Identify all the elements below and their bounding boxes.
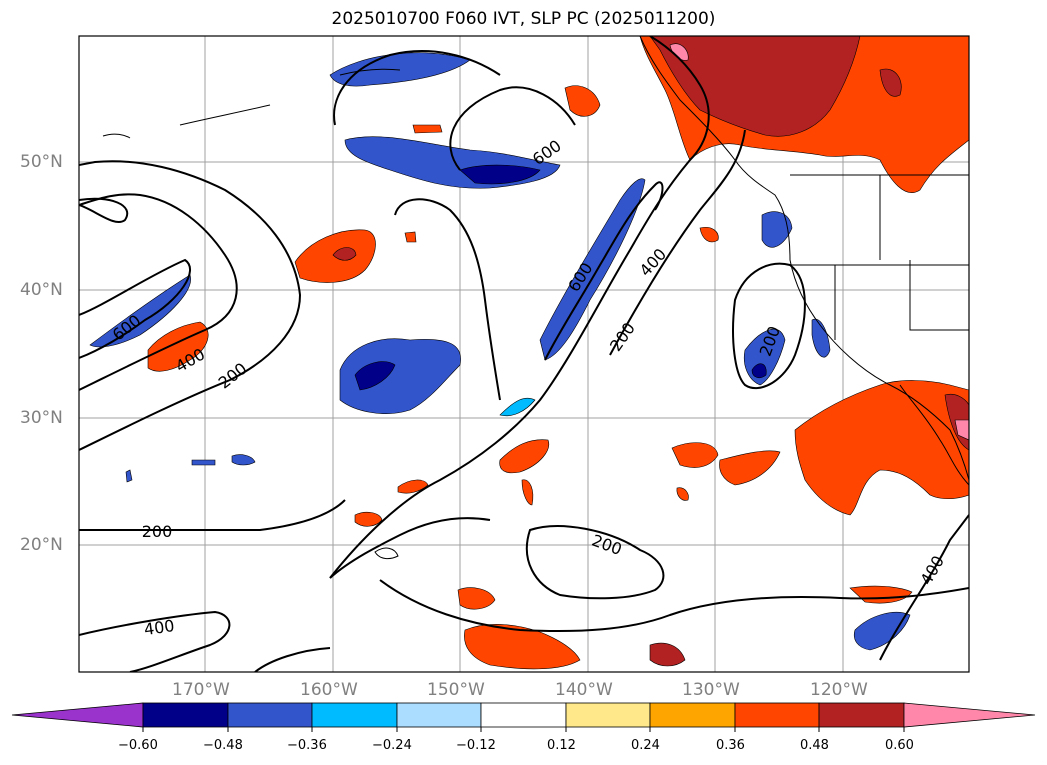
contour-label: 200 [215, 359, 251, 393]
colorbar-tick-label: −0.24 [372, 738, 412, 753]
colorbar-tick-label: 0.48 [800, 738, 829, 753]
colorbar-tick-label: 0.60 [885, 738, 914, 753]
coastlines [102, 36, 969, 560]
contour-label: 200 [142, 522, 173, 541]
colorbar-tick-label: −0.60 [118, 738, 158, 753]
colorbar [11, 702, 1036, 732]
longitude-label: 160°W [300, 680, 358, 700]
latitude-label: 30°N [20, 408, 63, 428]
colorbar-min-extension [11, 702, 144, 728]
map-title: 2025010700 F060 IVT, SLP PC (2025011200) [331, 9, 716, 29]
longitude-label: 130°W [682, 680, 740, 700]
contour-label: 200 [589, 531, 624, 559]
longitude-label: 150°W [427, 680, 485, 700]
colorbar-tick-label: −0.36 [287, 738, 327, 753]
colorbar-tick-label: 0.36 [716, 738, 745, 753]
colorbar-tick-label: 0.24 [631, 738, 660, 753]
colorbar-tick-label: −0.12 [456, 738, 496, 753]
longitude-label: 120°W [810, 680, 868, 700]
latitude-label: 20°N [20, 535, 63, 555]
contour-label: 400 [636, 245, 671, 280]
latitude-label: 50°N [20, 152, 63, 172]
longitude-label: 140°W [555, 680, 613, 700]
colorbar-tick-label: −0.48 [203, 738, 243, 753]
contour-label: 400 [143, 616, 176, 639]
contour-label: 200 [606, 319, 639, 355]
contour-label: 400 [916, 552, 948, 588]
colorbar-tick-label: 0.12 [547, 738, 576, 753]
latitude-label: 40°N [20, 280, 63, 300]
longitude-label: 170°W [172, 680, 230, 700]
colorbar-max-extension [903, 702, 1036, 728]
map-frame [78, 35, 970, 673]
slp-contours [79, 36, 969, 672]
